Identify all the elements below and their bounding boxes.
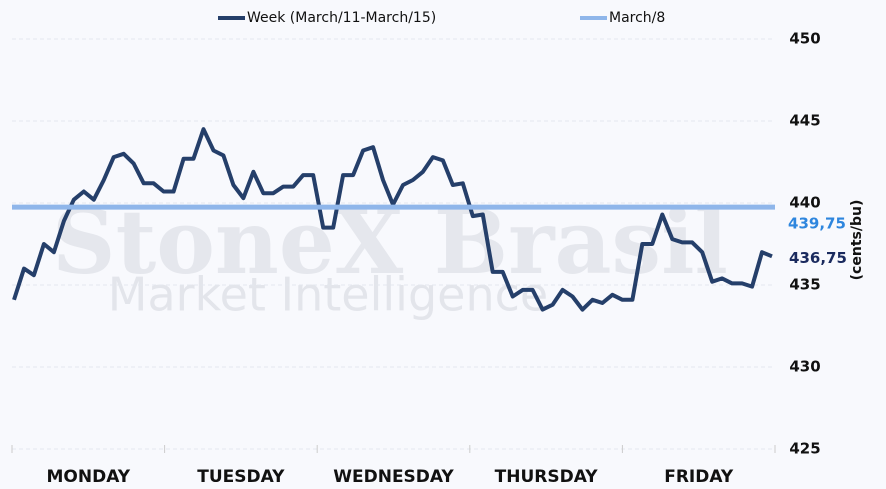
y-tick-label: 435 [789, 276, 820, 294]
y-tick-label: 430 [789, 358, 820, 376]
x-tick-label: MONDAY [47, 467, 131, 487]
x-tick-label: TUESDAY [197, 467, 285, 487]
value-label: 439,75 [788, 215, 846, 233]
y-axis-label: (cents/bu) [849, 200, 865, 281]
y-tick-label: 445 [789, 112, 820, 130]
y-tick-label: 450 [789, 30, 820, 48]
x-tick-label: THURSDAY [495, 467, 599, 487]
x-tick-label: FRIDAY [664, 467, 734, 487]
legend-label: Week (March/11-March/15) [247, 10, 436, 26]
value-label: 436,75 [789, 249, 847, 267]
y-tick-label: 425 [789, 440, 820, 458]
watermark: Market Intelligence [108, 268, 548, 322]
legend-label: March/8 [609, 10, 665, 26]
y-tick-label: 440 [789, 194, 820, 212]
x-tick-label: WEDNESDAY [333, 467, 454, 487]
